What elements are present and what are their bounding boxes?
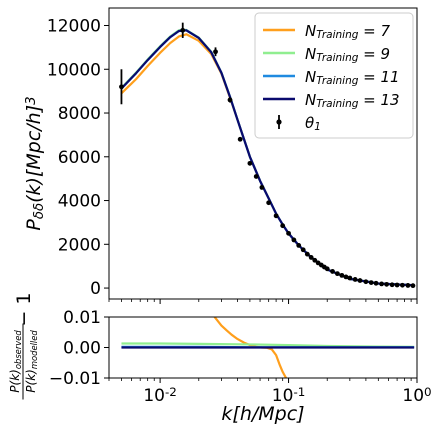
data-point bbox=[363, 279, 369, 285]
legend-label: NTraining = 9 bbox=[305, 45, 390, 64]
data-point bbox=[330, 269, 335, 274]
data-point bbox=[389, 282, 395, 288]
svg-text:P(k)observed: P(k)observed bbox=[8, 330, 23, 393]
x-tick-label: 10-1 bbox=[272, 385, 306, 406]
data-point bbox=[347, 275, 353, 281]
legend-label: NTraining = 13 bbox=[305, 91, 400, 110]
data-point bbox=[308, 255, 314, 260]
y-tick-label: 8000 bbox=[58, 104, 101, 124]
residual-y-tick-label: 0.00 bbox=[63, 339, 101, 359]
data-point bbox=[357, 278, 363, 283]
top-axes-frame bbox=[108, 7, 418, 300]
x-tick-label: 100 bbox=[402, 385, 431, 406]
data-point bbox=[259, 185, 265, 190]
y-axis-label: Pδδ(k)[Mpc/h]3 bbox=[23, 96, 47, 230]
y-tick-label: 6000 bbox=[58, 148, 101, 168]
legend-box bbox=[254, 12, 414, 139]
bottom-axes-frame bbox=[108, 316, 418, 379]
power-spectrum-panel: 0 2000 4000 6000 8000 10000 12000 bbox=[47, 7, 418, 304]
data-point bbox=[237, 136, 243, 142]
data-point bbox=[352, 277, 358, 282]
data-point bbox=[339, 272, 345, 278]
data-point bbox=[300, 247, 306, 253]
data-point bbox=[253, 174, 259, 179]
data-point bbox=[343, 274, 349, 280]
residual-panel: −0.01 0.00 0.01 10-2 10-1 100 bbox=[49, 308, 432, 406]
data-point bbox=[280, 223, 286, 229]
data-point bbox=[384, 281, 390, 287]
data-point bbox=[304, 251, 310, 257]
x-axis-label: k[h/Mpc] bbox=[221, 403, 304, 425]
legend-label: θ1 bbox=[305, 114, 321, 133]
data-point bbox=[227, 97, 233, 103]
data-point bbox=[296, 242, 302, 248]
y-tick-label: 10000 bbox=[47, 60, 101, 80]
x-tick-label: 10-2 bbox=[143, 385, 177, 406]
data-point bbox=[334, 271, 340, 277]
legend-label: NTraining = 7 bbox=[305, 22, 391, 41]
data-point bbox=[266, 200, 272, 206]
data-point bbox=[247, 160, 253, 166]
data-point bbox=[291, 237, 297, 243]
legend-errorbar-marker bbox=[276, 119, 282, 125]
data-point bbox=[379, 281, 384, 287]
y-tick-label: 4000 bbox=[58, 192, 101, 212]
data-point bbox=[119, 84, 124, 90]
data-point bbox=[213, 49, 218, 55]
legend: NTraining = 7 NTraining = 9 NTraining = 11… bbox=[254, 12, 414, 139]
svg-text:− 1: − 1 bbox=[13, 292, 35, 326]
data-point bbox=[273, 213, 279, 219]
data-point bbox=[368, 280, 374, 285]
data-point bbox=[373, 280, 379, 286]
residual-y-tick-label: 0.01 bbox=[63, 308, 101, 328]
legend-label: NTraining = 11 bbox=[305, 68, 400, 87]
svg-text:P(k)modelled: P(k)modelled bbox=[24, 330, 39, 393]
residual-line-1 bbox=[213, 317, 288, 378]
data-point bbox=[312, 257, 318, 263]
y-tick-label: 12000 bbox=[47, 17, 101, 37]
data-point bbox=[286, 230, 291, 236]
data-point bbox=[324, 266, 330, 272]
data-point bbox=[400, 282, 405, 288]
data-point bbox=[394, 282, 400, 288]
data-point bbox=[410, 283, 416, 289]
residual-y-tick-label: −0.01 bbox=[49, 369, 101, 389]
data-point bbox=[180, 27, 186, 33]
y-tick-label: 0 bbox=[90, 279, 101, 299]
data-point bbox=[405, 283, 411, 288]
y-tick-label: 2000 bbox=[58, 235, 101, 255]
